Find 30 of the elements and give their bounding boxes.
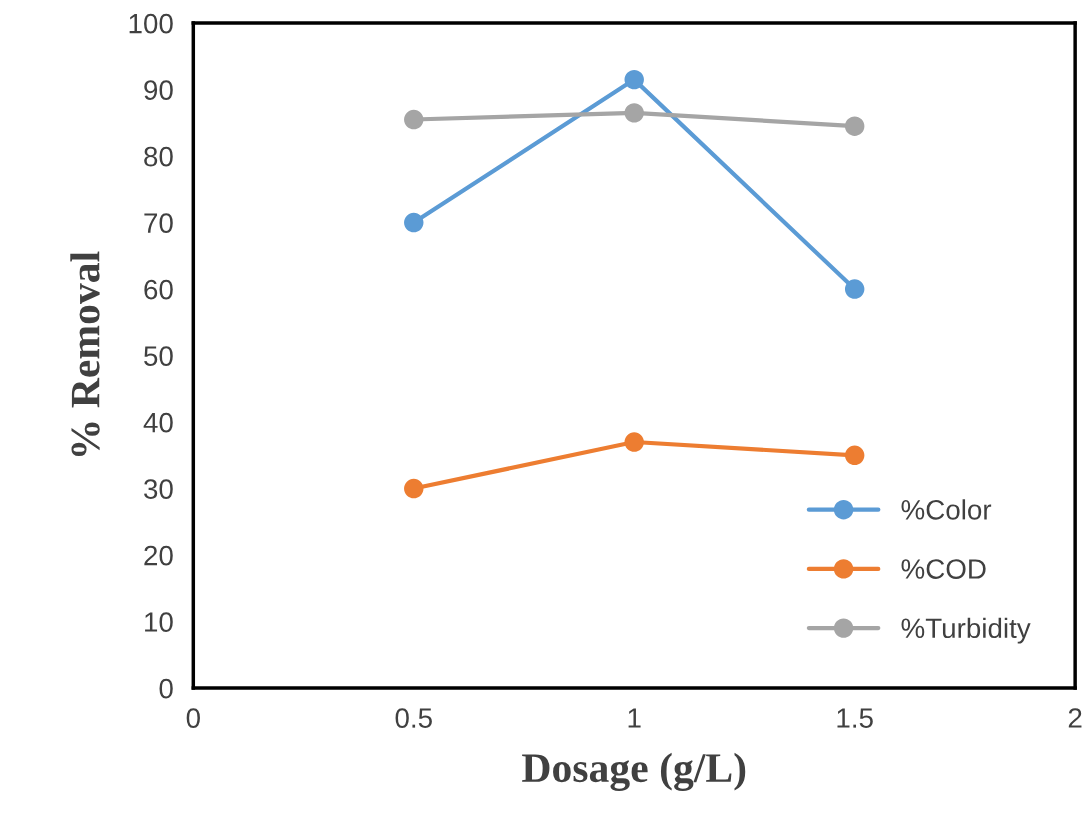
x-tick-label: 1.5	[837, 708, 873, 728]
point	[844, 279, 865, 299]
point	[404, 478, 424, 499]
y-tick-label: 100	[129, 13, 173, 34]
legend-label: %COD	[901, 559, 986, 579]
point	[844, 445, 865, 466]
x-tick-label: 2	[1068, 708, 1082, 728]
y-tick-label: 0	[159, 678, 173, 699]
y-tick-label: 40	[143, 412, 173, 433]
y-tick-label: 50	[144, 346, 173, 366]
y-tick-label: 30	[144, 479, 173, 499]
point	[844, 116, 865, 136]
y-tick-label: 60	[144, 279, 173, 300]
x-axis-title: Dosage (g/L)	[522, 752, 746, 791]
y-tick-label: 10	[145, 612, 173, 632]
y-tick-label: 20	[144, 545, 173, 566]
x-tick-label: 0	[186, 708, 200, 728]
point	[624, 432, 644, 452]
point	[624, 103, 644, 123]
x-tick-label: 1	[628, 708, 641, 728]
y-tick-label: 80	[144, 146, 173, 167]
y-tick-label: 90	[144, 80, 173, 100]
y-tick-label: 70	[144, 213, 173, 233]
legend-label: %Turbidity	[901, 617, 1031, 644]
legend-label: %Color	[901, 499, 992, 520]
point	[624, 69, 644, 90]
point	[404, 212, 424, 233]
y-axis-title: % Removal	[70, 251, 100, 457]
x-tick-label: 0.5	[395, 708, 432, 728]
point	[404, 109, 424, 130]
